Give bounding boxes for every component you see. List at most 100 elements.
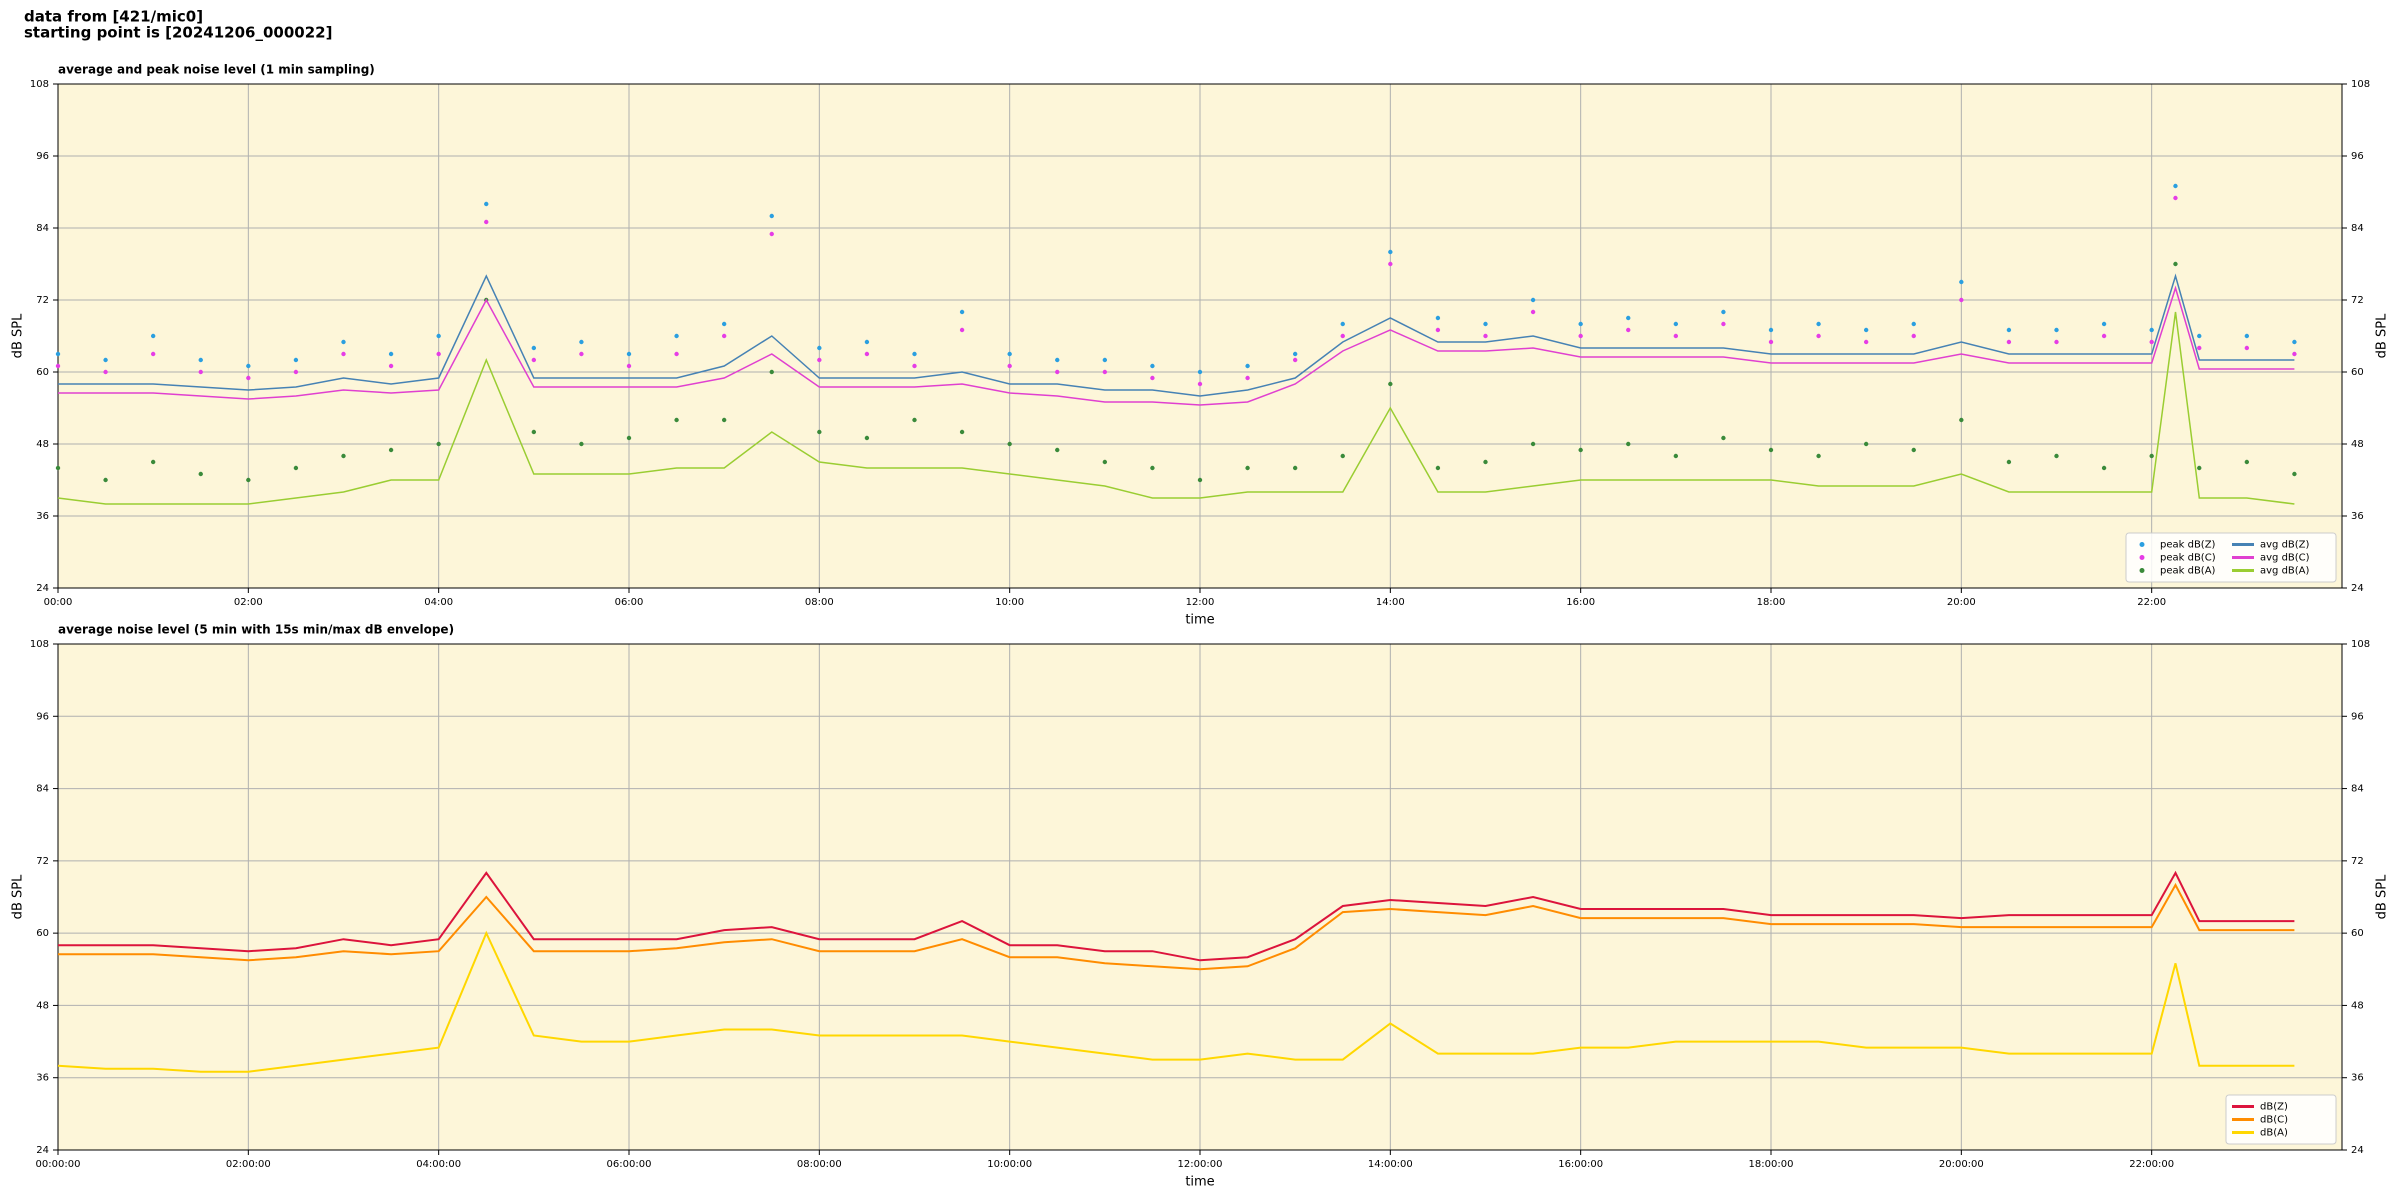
legend-marker bbox=[2139, 555, 2145, 560]
peak-point bbox=[1435, 465, 1441, 471]
peak-point bbox=[769, 369, 774, 375]
peak-point bbox=[2006, 459, 2012, 465]
peak-point bbox=[1007, 363, 1012, 369]
y-tick-label: 108 bbox=[2351, 639, 2370, 650]
peak-point bbox=[579, 441, 584, 447]
peak-point bbox=[1626, 441, 1631, 447]
x-tick-label: 06:00 bbox=[615, 597, 644, 608]
peak-point bbox=[531, 429, 537, 435]
peak-point bbox=[1768, 447, 1774, 453]
peak-point bbox=[1102, 357, 1108, 363]
peak-point bbox=[912, 363, 917, 369]
y-tick-label: 84 bbox=[36, 223, 49, 234]
x-tick-label: 18:00:00 bbox=[1749, 1159, 1794, 1170]
peak-point bbox=[1673, 453, 1679, 459]
x-tick-label: 20:00 bbox=[1947, 597, 1976, 608]
chart-title: average noise level (5 min with 15s min/… bbox=[58, 623, 454, 637]
legend-marker bbox=[2139, 568, 2145, 573]
peak-point bbox=[1483, 321, 1488, 327]
peak-point bbox=[1435, 327, 1441, 333]
series-line bbox=[58, 285, 2295, 406]
peak-point bbox=[864, 339, 870, 345]
peak-point bbox=[388, 363, 394, 369]
peak-point bbox=[1816, 333, 1821, 339]
series-line bbox=[58, 273, 2295, 397]
x-tick-label: 06:00:00 bbox=[607, 1159, 652, 1170]
peak-point bbox=[198, 471, 203, 477]
peak-point bbox=[2197, 333, 2202, 339]
x-tick-label: 10:00 bbox=[995, 597, 1024, 608]
peak-point bbox=[959, 309, 965, 315]
peak-point bbox=[912, 417, 917, 423]
peak-point bbox=[1911, 321, 1916, 327]
peak-point bbox=[2149, 327, 2154, 333]
peak-point bbox=[55, 351, 61, 357]
peak-point bbox=[1197, 369, 1203, 375]
peak-point bbox=[1578, 333, 1583, 339]
x-tick-label: 14:00 bbox=[1376, 597, 1405, 608]
peak-point bbox=[2149, 339, 2154, 345]
x-tick-label: 00:00:00 bbox=[36, 1159, 81, 1170]
y-tick-label: 96 bbox=[36, 711, 49, 722]
peak-point bbox=[721, 333, 727, 339]
peak-point bbox=[2101, 465, 2107, 471]
peak-point bbox=[1245, 375, 1250, 381]
y-tick-label: 108 bbox=[30, 639, 49, 650]
peak-point bbox=[436, 333, 441, 339]
legend-label: peak dB(Z) bbox=[2160, 540, 2216, 551]
x-tick-label: 16:00 bbox=[1566, 597, 1595, 608]
x-tick-label: 12:00 bbox=[1186, 597, 1215, 608]
peak-point bbox=[1959, 297, 1964, 303]
peak-point bbox=[769, 213, 774, 219]
peak-point bbox=[198, 357, 203, 363]
peak-point bbox=[55, 363, 61, 369]
peak-point bbox=[1626, 327, 1631, 333]
peak-point bbox=[484, 201, 489, 207]
peak-point bbox=[1911, 447, 1916, 453]
peak-point bbox=[2244, 333, 2250, 339]
legend-label: avg dB(A) bbox=[2260, 566, 2310, 577]
x-tick-label: 10:00:00 bbox=[987, 1159, 1032, 1170]
x-tick-label: 02:00:00 bbox=[226, 1159, 271, 1170]
peak-point bbox=[2197, 345, 2202, 351]
x-tick-label: 18:00 bbox=[1757, 597, 1786, 608]
peak-point bbox=[2054, 339, 2059, 345]
y-axis-label: dB SPL bbox=[11, 874, 26, 919]
peak-point bbox=[1673, 333, 1679, 339]
peak-point bbox=[2244, 345, 2250, 351]
peak-point bbox=[2101, 321, 2107, 327]
peak-point bbox=[817, 429, 822, 435]
peak-point bbox=[388, 447, 394, 453]
peak-point bbox=[103, 369, 108, 375]
x-tick-label: 16:00:00 bbox=[1558, 1159, 1603, 1170]
peak-point bbox=[293, 369, 299, 375]
series-line bbox=[57, 930, 2295, 1073]
y-tick-label: 96 bbox=[36, 151, 49, 162]
peak-point bbox=[1721, 309, 1726, 315]
y-tick-label: 36 bbox=[36, 511, 49, 522]
peak-point bbox=[1197, 477, 1203, 483]
x-tick-label: 04:00 bbox=[424, 597, 453, 608]
peak-point bbox=[769, 231, 774, 237]
peak-point bbox=[1863, 327, 1869, 333]
peak-point bbox=[1388, 249, 1393, 255]
x-tick-label: 20:00:00 bbox=[1939, 1159, 1984, 1170]
y-tick-label: 72 bbox=[36, 295, 49, 306]
y-tick-label: 48 bbox=[2351, 439, 2364, 450]
peak-point bbox=[1530, 309, 1536, 315]
peak-point bbox=[103, 357, 108, 363]
y-tick-label: 60 bbox=[2351, 928, 2364, 939]
peak-point bbox=[2197, 465, 2202, 471]
peak-point bbox=[2292, 351, 2297, 357]
y-tick-label: 36 bbox=[2351, 511, 2364, 522]
peak-point bbox=[1007, 441, 1012, 447]
y-tick-label: 36 bbox=[2351, 1073, 2364, 1084]
peak-point bbox=[1911, 333, 1916, 339]
peak-point bbox=[2292, 339, 2297, 345]
peak-point bbox=[626, 363, 632, 369]
x-axis-label: time bbox=[1185, 613, 1214, 628]
y-tick-label: 36 bbox=[36, 1073, 49, 1084]
peak-point bbox=[1150, 363, 1155, 369]
peak-point bbox=[1340, 321, 1345, 327]
